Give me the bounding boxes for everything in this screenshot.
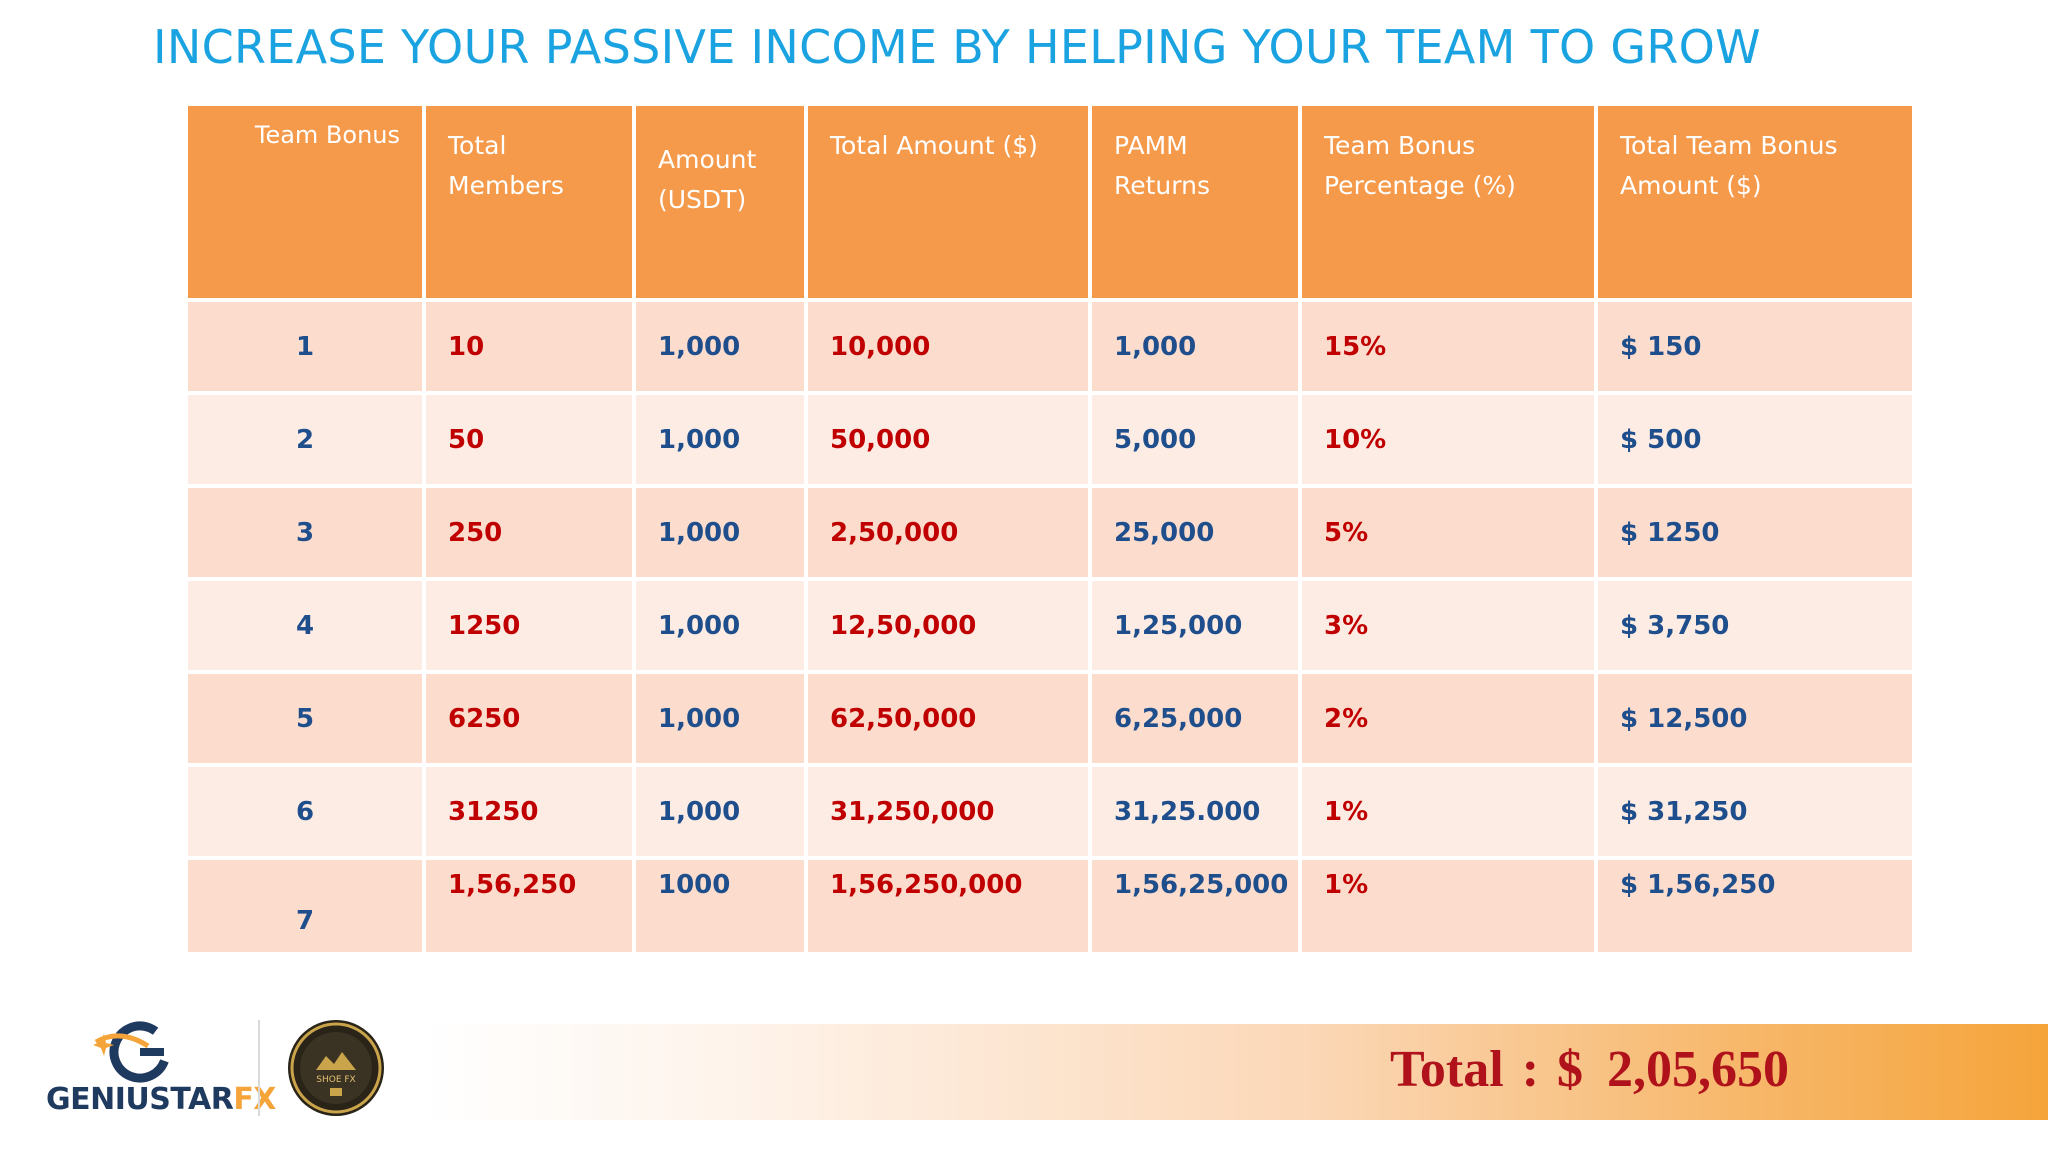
cell-bonus-percentage: 1%	[1302, 767, 1594, 856]
cell-bonus-percentage: 10%	[1302, 395, 1594, 484]
total-colon: :	[1521, 1041, 1540, 1098]
cell-bonus-percentage: 15%	[1302, 302, 1594, 391]
cell-level: 5	[188, 674, 422, 763]
geniustar-logo-icon	[93, 1021, 171, 1083]
team-bonus-table: Team Bonus Total Members Amount (USDT) T…	[184, 102, 1916, 956]
cell-bonus-percentage: 3%	[1302, 581, 1594, 670]
brand-name: GENIUSTARFX	[46, 1082, 276, 1117]
header-team-bonus: Team Bonus	[188, 106, 422, 298]
cell-total-amount: 62,50,000	[808, 674, 1088, 763]
table-row: 5 6250 1,000 62,50,000 6,25,000 2% $ 12,…	[188, 674, 1912, 763]
cell-pamm-returns: 5,000	[1092, 395, 1298, 484]
cell-total-members: 31250	[426, 767, 632, 856]
total-label: Total	[1390, 1041, 1504, 1098]
header-total-amount: Total Amount ($)	[808, 106, 1088, 298]
cell-bonus-amount: $ 3,750	[1598, 581, 1912, 670]
cell-bonus-amount: $ 31,250	[1598, 767, 1912, 856]
cell-amount: 1000	[636, 860, 804, 952]
total-summary: Total: $2,05,650	[1390, 1040, 1789, 1099]
cell-total-amount: 50,000	[808, 395, 1088, 484]
cell-total-amount: 31,250,000	[808, 767, 1088, 856]
cell-total-members: 6250	[426, 674, 632, 763]
cell-bonus-amount: $ 1250	[1598, 488, 1912, 577]
cell-bonus-percentage: 5%	[1302, 488, 1594, 577]
cell-total-members: 1,56,250	[426, 860, 632, 952]
table-row: 2 50 1,000 50,000 5,000 10% $ 500	[188, 395, 1912, 484]
cell-total-members: 50	[426, 395, 632, 484]
cell-level: 1	[188, 302, 422, 391]
header-pamm-returns: PAMM Returns	[1092, 106, 1298, 298]
cell-level: 4	[188, 581, 422, 670]
cell-total-members: 250	[426, 488, 632, 577]
table-header-row: Team Bonus Total Members Amount (USDT) T…	[188, 106, 1912, 298]
cell-pamm-returns: 31,25.000	[1092, 767, 1298, 856]
cell-amount: 1,000	[636, 488, 804, 577]
total-currency: $	[1557, 1041, 1584, 1098]
logo-divider	[258, 1020, 260, 1116]
cell-bonus-amount: $ 12,500	[1598, 674, 1912, 763]
cell-level: 7	[188, 860, 422, 952]
header-total-bonus-amount: Total Team Bonus Amount ($)	[1598, 106, 1912, 298]
header-amount-usdt: Amount (USDT)	[636, 106, 804, 298]
table-row: 3 250 1,000 2,50,000 25,000 5% $ 1250	[188, 488, 1912, 577]
header-bonus-percentage: Team Bonus Percentage (%)	[1302, 106, 1594, 298]
cell-pamm-returns: 1,56,25,000	[1092, 860, 1298, 952]
cell-bonus-amount: $ 500	[1598, 395, 1912, 484]
cell-bonus-percentage: 2%	[1302, 674, 1594, 763]
cell-amount: 1,000	[636, 674, 804, 763]
cell-pamm-returns: 25,000	[1092, 488, 1298, 577]
cell-bonus-amount: $ 1,56,250	[1598, 860, 1912, 952]
cell-level: 2	[188, 395, 422, 484]
cell-amount: 1,000	[636, 395, 804, 484]
cell-amount: 1,000	[636, 581, 804, 670]
cell-total-amount: 1,56,250,000	[808, 860, 1088, 952]
table-row: 4 1250 1,000 12,50,000 1,25,000 3% $ 3,7…	[188, 581, 1912, 670]
cell-bonus-amount: $ 150	[1598, 302, 1912, 391]
cell-total-amount: 12,50,000	[808, 581, 1088, 670]
cell-total-amount: 10,000	[808, 302, 1088, 391]
cell-total-amount: 2,50,000	[808, 488, 1088, 577]
page-title: INCREASE YOUR PASSIVE INCOME BY HELPING …	[153, 20, 1761, 74]
cell-level: 6	[188, 767, 422, 856]
cell-amount: 1,000	[636, 302, 804, 391]
cell-total-members: 10	[426, 302, 632, 391]
cell-level: 3	[188, 488, 422, 577]
table-row: 6 31250 1,000 31,250,000 31,25.000 1% $ …	[188, 767, 1912, 856]
cell-bonus-percentage: 1%	[1302, 860, 1594, 952]
total-value: 2,05,650	[1607, 1041, 1790, 1098]
shoe-fx-badge-icon: SHOE FX	[288, 1020, 384, 1116]
cell-total-members: 1250	[426, 581, 632, 670]
cell-pamm-returns: 6,25,000	[1092, 674, 1298, 763]
header-total-members: Total Members	[426, 106, 632, 298]
svg-text:SHOE FX: SHOE FX	[316, 1075, 355, 1085]
table-row: 1 10 1,000 10,000 1,000 15% $ 150	[188, 302, 1912, 391]
cell-pamm-returns: 1,000	[1092, 302, 1298, 391]
cell-pamm-returns: 1,25,000	[1092, 581, 1298, 670]
cell-amount: 1,000	[636, 767, 804, 856]
footer-gradient-bar	[420, 1024, 2048, 1120]
table-row: 7 1,56,250 1000 1,56,250,000 1,56,25,000…	[188, 860, 1912, 952]
